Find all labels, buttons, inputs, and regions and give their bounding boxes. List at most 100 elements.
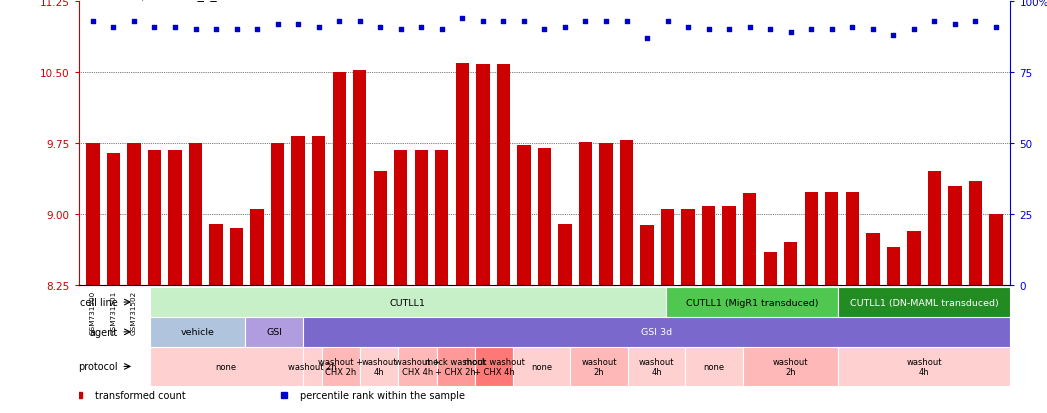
Bar bbox=[250, 210, 264, 285]
Point bbox=[557, 24, 574, 31]
Bar bbox=[666, 287, 839, 317]
Bar bbox=[148, 150, 161, 285]
Point bbox=[700, 27, 717, 34]
Point bbox=[577, 19, 594, 25]
Text: mock washout
+ CHX 4h: mock washout + CHX 4h bbox=[464, 357, 525, 376]
Bar bbox=[360, 347, 398, 386]
Point bbox=[762, 27, 779, 34]
Point bbox=[906, 27, 922, 34]
Bar bbox=[949, 186, 961, 285]
Point bbox=[946, 21, 963, 28]
Point bbox=[352, 19, 369, 25]
Point bbox=[885, 33, 901, 39]
Bar bbox=[742, 347, 839, 386]
Bar bbox=[517, 146, 531, 285]
Bar bbox=[353, 71, 366, 285]
Point bbox=[310, 24, 327, 31]
Text: mock washout
+ CHX 2h: mock washout + CHX 2h bbox=[425, 357, 486, 376]
Bar bbox=[394, 150, 407, 285]
Text: washout +
CHX 4h: washout + CHX 4h bbox=[395, 357, 440, 376]
Point bbox=[660, 19, 676, 25]
Point bbox=[515, 19, 532, 25]
Point bbox=[536, 27, 553, 34]
Bar bbox=[303, 317, 1010, 347]
Bar bbox=[701, 207, 715, 285]
Bar bbox=[86, 144, 99, 285]
Bar bbox=[620, 141, 633, 285]
Bar bbox=[743, 194, 756, 285]
Point bbox=[372, 24, 388, 31]
Text: CUTLL1 (DN-MAML transduced): CUTLL1 (DN-MAML transduced) bbox=[850, 298, 999, 307]
Bar bbox=[866, 233, 879, 285]
Bar bbox=[169, 150, 182, 285]
Point bbox=[865, 27, 882, 34]
Point bbox=[926, 19, 942, 25]
Bar bbox=[839, 287, 1010, 317]
Point bbox=[433, 27, 450, 34]
Point bbox=[331, 19, 348, 25]
Bar bbox=[784, 243, 798, 285]
Bar bbox=[303, 347, 321, 386]
Bar bbox=[685, 347, 742, 386]
Bar bbox=[128, 144, 140, 285]
Point bbox=[782, 30, 799, 36]
Bar bbox=[321, 347, 360, 386]
Text: washout +
CHX 2h: washout + CHX 2h bbox=[318, 357, 363, 376]
Point bbox=[228, 27, 245, 34]
Point bbox=[454, 16, 471, 22]
Bar bbox=[436, 150, 448, 285]
Point bbox=[495, 19, 512, 25]
Text: percentile rank within the sample: percentile rank within the sample bbox=[300, 390, 465, 400]
Bar bbox=[846, 193, 859, 285]
Bar bbox=[333, 73, 346, 285]
Bar bbox=[374, 172, 387, 285]
Point bbox=[741, 24, 758, 31]
Point bbox=[269, 21, 286, 28]
Bar bbox=[538, 148, 551, 285]
Text: agent: agent bbox=[89, 327, 117, 337]
Text: GSI 3d: GSI 3d bbox=[641, 328, 672, 337]
Text: washout
4h: washout 4h bbox=[639, 357, 674, 376]
Text: protocol: protocol bbox=[79, 361, 117, 372]
Bar bbox=[558, 224, 572, 285]
Bar bbox=[682, 210, 695, 285]
Text: cell line: cell line bbox=[80, 297, 117, 307]
Point bbox=[85, 19, 102, 25]
Bar bbox=[230, 229, 243, 285]
Bar bbox=[641, 226, 653, 285]
Text: washout 2h: washout 2h bbox=[288, 362, 337, 371]
Bar bbox=[150, 317, 245, 347]
Bar bbox=[291, 137, 305, 285]
Bar bbox=[579, 143, 593, 285]
Point bbox=[126, 19, 142, 25]
Bar bbox=[571, 347, 628, 386]
Bar bbox=[839, 347, 1010, 386]
Bar bbox=[245, 317, 303, 347]
Text: none: none bbox=[216, 362, 237, 371]
Point bbox=[618, 19, 634, 25]
Text: GSI: GSI bbox=[266, 328, 282, 337]
Bar bbox=[150, 347, 303, 386]
Text: washout
4h: washout 4h bbox=[907, 357, 942, 376]
Point bbox=[967, 19, 984, 25]
Bar bbox=[763, 252, 777, 285]
Text: none: none bbox=[531, 362, 553, 371]
Text: washout
4h: washout 4h bbox=[361, 357, 397, 376]
Text: CUTLL1 (MigR1 transduced): CUTLL1 (MigR1 transduced) bbox=[686, 298, 819, 307]
Point bbox=[207, 27, 224, 34]
Bar bbox=[107, 153, 120, 285]
Bar bbox=[475, 347, 513, 386]
Bar bbox=[599, 144, 612, 285]
Text: vehicle: vehicle bbox=[180, 328, 215, 337]
Point bbox=[147, 24, 163, 31]
Bar bbox=[928, 172, 941, 285]
Text: none: none bbox=[704, 362, 725, 371]
Bar bbox=[887, 248, 900, 285]
Point bbox=[474, 19, 491, 25]
Bar bbox=[989, 215, 1003, 285]
Bar bbox=[722, 207, 736, 285]
Point bbox=[166, 24, 183, 31]
Point bbox=[639, 36, 655, 42]
Point bbox=[720, 27, 737, 34]
Bar bbox=[907, 232, 920, 285]
